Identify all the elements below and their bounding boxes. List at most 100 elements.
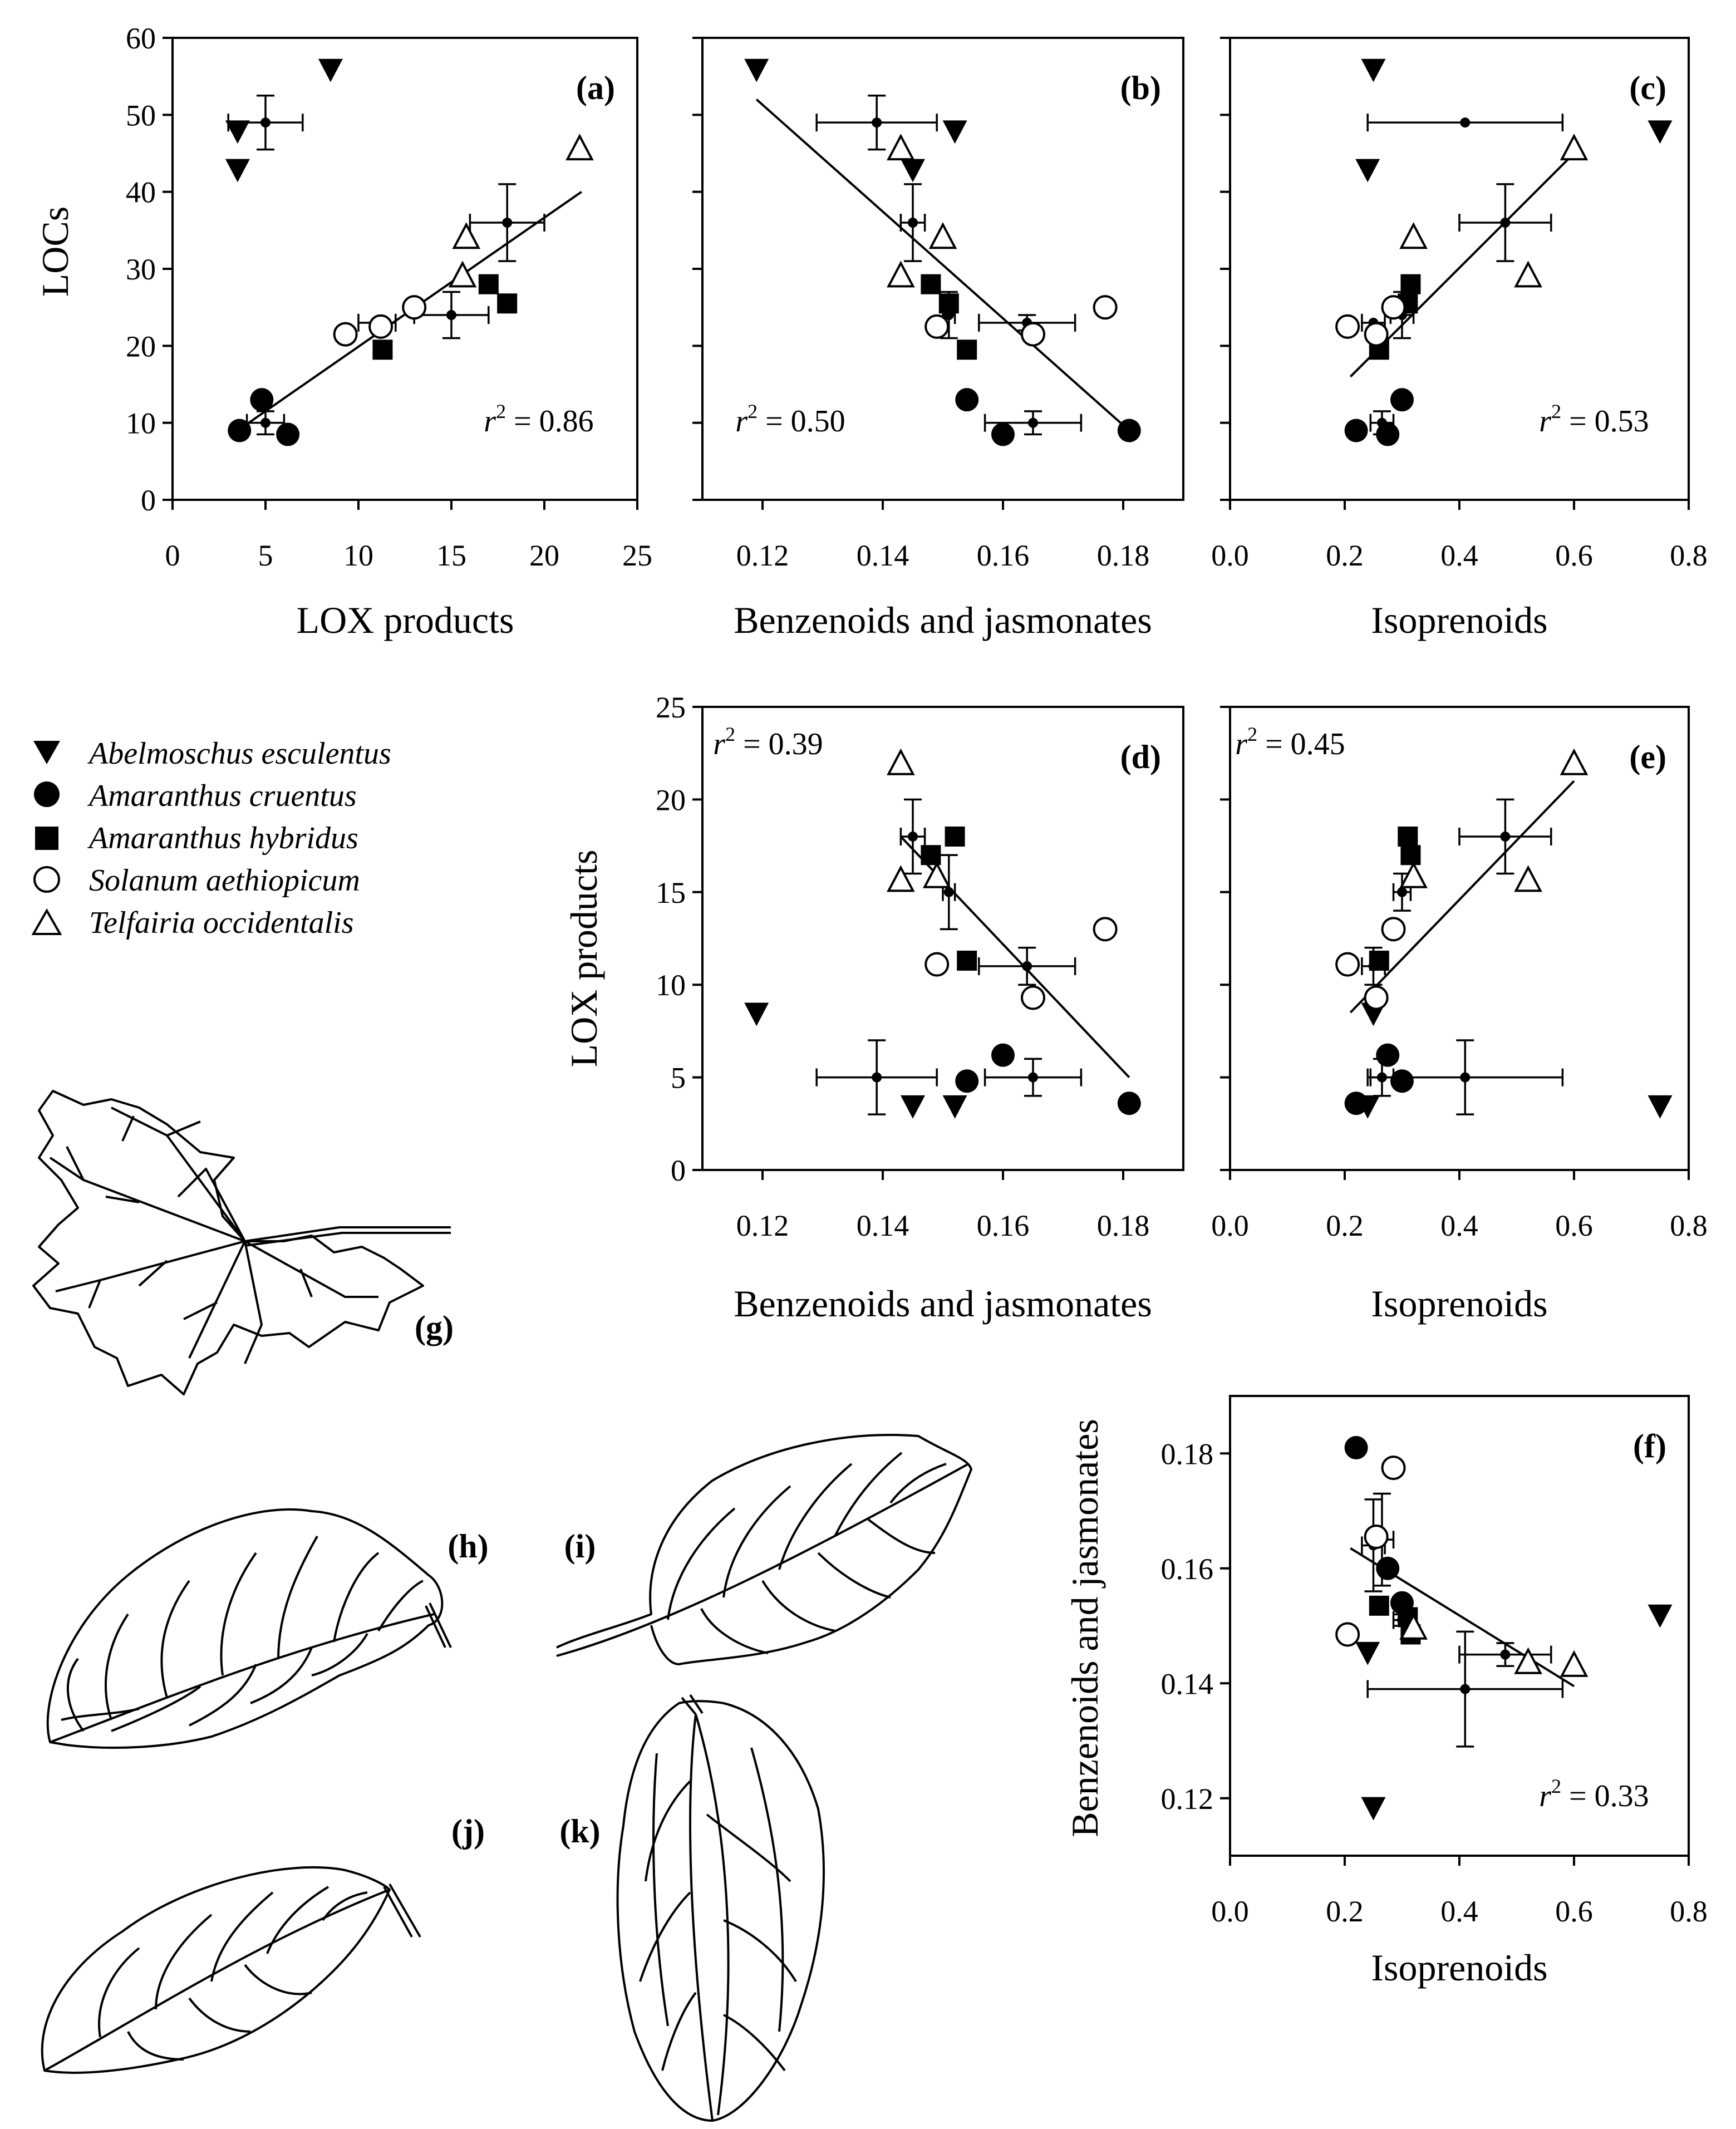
legend-label: Abelmoschus esculentus [87,736,391,771]
marker-amaranthus-cruentus [1117,1091,1141,1115]
marker-telfairia-occidentalis [1514,865,1542,892]
x-tick-label: 0.18 [1097,1209,1150,1242]
x-axis-title-d: Benzenoids and jasmonates [734,1282,1152,1325]
marker-telfairia-occidentalis [1514,1647,1542,1674]
marker-telfairia-occidentalis [887,134,915,161]
mean-point [260,417,271,428]
marker-amaranthus-cruentus [276,422,300,446]
legend-marker-circle-filled [34,781,60,807]
marker-abelmoschus-esculentus [1648,1604,1673,1628]
marker-abelmoschus-esculentus [1648,1095,1673,1119]
y-tick-label: 0.16 [1161,1552,1214,1586]
regression-line [1349,153,1575,378]
panel-label: (d) [1120,739,1161,775]
y-axis-title-benz: Benzenoids and jasmonates [1064,1419,1106,1837]
mean-point [1500,1649,1511,1660]
x-tick-label: 0.0 [1211,1895,1249,1928]
legend-label: Amaranthus cruentus [87,779,357,813]
panel-c: 0.0 0.2 0.4 0.6 0.8 (c) r2 = 0.53 [1211,37,1708,572]
y-axis-title-locs: LOCs [34,206,76,297]
marker-solanum-aethiopicum [1381,917,1406,942]
y-tick-label: 0.14 [1161,1667,1214,1700]
mean-point [1460,1684,1471,1694]
y-tick-label: 0 [141,484,156,517]
panel-b: 0.12 0.14 0.16 0.18 (b) r2 = 0.50 [692,37,1184,572]
legend-label: Telfairia occidentalis [89,906,353,940]
x-tick-label: 20 [529,539,559,572]
marker-amaranthus-cruentus [991,1043,1015,1067]
marker-telfairia-occidentalis [565,134,594,161]
marker-abelmoschus-esculentus [1355,159,1380,183]
x-tick-label: 0.2 [1326,539,1364,572]
marker-abelmoschus-esculentus [225,120,250,144]
leaf-label-k: (k) [559,1813,600,1850]
marker-amaranthus-hybridus [478,274,499,294]
marker-amaranthus-hybridus [1369,1595,1389,1616]
marker-telfairia-occidentalis [1514,260,1542,288]
marker-solanum-aethiopicum [1093,917,1118,942]
marker-telfairia-occidentalis [1560,1650,1589,1677]
x-tick-label: 0.12 [736,539,789,572]
y-tick-label: 60 [126,22,156,55]
marker-solanum-aethiopicum [924,314,950,339]
marker-abelmoschus-esculentus [1361,1797,1386,1821]
panel-f: 0.0 0.2 0.4 0.6 0.8 0.12 0.14 0.16 0.18 (f) r2 = 0… [1161,1395,1708,1928]
marker-telfairia-occidentalis [887,260,915,288]
marker-solanum-aethiopicum [1093,295,1118,320]
regression-line [755,99,1130,431]
marker-telfairia-occidentalis [452,222,481,249]
x-tick-label: 0.2 [1326,1895,1364,1928]
mean-point [260,117,271,128]
marker-amaranthus-cruentus [1376,1043,1400,1067]
mean-point [908,831,918,842]
marker-amaranthus-hybridus [945,826,965,847]
x-tick-label: 0.2 [1326,1209,1364,1242]
y-tick-label: 0.18 [1161,1437,1214,1471]
marker-telfairia-occidentalis [1399,1612,1428,1640]
marker-telfairia-occidentalis [1399,861,1428,888]
marker-solanum-aethiopicum [1335,952,1360,977]
marker-amaranthus-hybridus [372,340,393,360]
panel-label: (e) [1629,739,1666,775]
marker-solanum-aethiopicum [1381,1456,1406,1481]
marker-telfairia-occidentalis [1399,222,1428,249]
mean-point [502,218,513,228]
marker-abelmoschus-esculentus [942,1095,967,1119]
marker-amaranthus-hybridus [1369,950,1389,971]
r-squared-label: r2 = 0.39 [713,723,823,761]
marker-solanum-aethiopicum [1364,1524,1389,1549]
marker-telfairia-occidentalis [1560,134,1589,161]
x-tick-label: 0.16 [977,539,1030,572]
marker-solanum-aethiopicum [1021,985,1045,1010]
x-tick-label: 15 [436,539,466,572]
legend-marker-triangle-down [33,741,60,764]
panel-d: 0.12 0.14 0.16 0.18 0 5 10 15 20 25 (d) r2 = 0.39 [656,691,1184,1242]
mean-point [1460,117,1471,128]
x-tick-label: 0.0 [1211,539,1249,572]
leaf-illustration-h [46,1508,452,1749]
mean-point [1460,1072,1471,1083]
leaf-label-i: (i) [564,1528,596,1565]
leaf-label-g: (g) [415,1309,454,1346]
marker-solanum-aethiopicum [333,322,358,347]
x-tick-label: 0.8 [1670,1209,1708,1242]
y-tick-label: 0.12 [1161,1782,1214,1816]
marker-telfairia-occidentalis [928,222,957,249]
mean-point [1022,961,1032,971]
mean-point [1500,218,1511,228]
leaf-illustration-i [556,1434,972,1665]
marker-amaranthus-cruentus [955,388,979,412]
marker-amaranthus-hybridus [1398,826,1418,847]
marker-abelmoschus-esculentus [1355,1641,1380,1665]
marker-abelmoschus-esculentus [744,1002,769,1026]
marker-amaranthus-hybridus [957,950,977,971]
x-axis-title-b: Benzenoids and jasmonates [734,599,1152,641]
marker-amaranthus-cruentus [228,419,252,442]
y-axis-title-lox: LOX products [563,850,605,1068]
y-tick-label: 0 [671,1154,686,1187]
marker-amaranthus-hybridus [957,340,977,360]
x-tick-label: 0.16 [977,1209,1030,1242]
y-tick-label: 20 [656,783,686,817]
panel-label: (f) [1633,1428,1666,1464]
regression-line [1349,780,1575,1014]
